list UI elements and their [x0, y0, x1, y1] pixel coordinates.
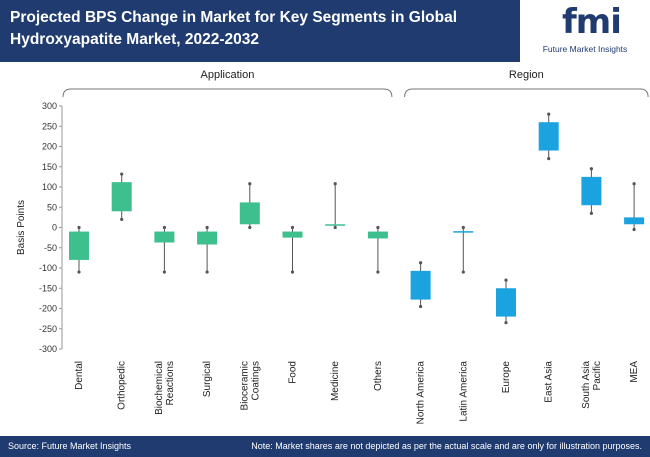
- box-biochemical-reactions: [154, 231, 175, 243]
- whisker-cap-min: [547, 157, 551, 161]
- box-orthopedic: [111, 182, 132, 212]
- whisker-cap-max: [248, 182, 252, 186]
- y-tick-label: 100: [42, 182, 57, 192]
- whisker-cap-min: [632, 227, 636, 232]
- whisker-cap-max: [504, 278, 508, 282]
- box-south-asia-pacific: [581, 176, 602, 206]
- box-mea: [624, 217, 645, 225]
- y-tick-label: -150: [39, 283, 57, 293]
- x-tick-label: Medicine: [330, 361, 341, 401]
- y-tick-label: 0: [52, 223, 57, 233]
- y-tick-label: -300: [39, 344, 57, 354]
- whisker-cap-max: [290, 225, 295, 230]
- whisker-cap-max: [376, 225, 380, 230]
- whisker-cap-min: [504, 321, 508, 325]
- box-north-america: [410, 270, 431, 300]
- y-tick-label: 200: [42, 142, 57, 152]
- x-tick-label: Food: [288, 361, 299, 384]
- whisker-cap-max: [419, 261, 423, 265]
- box-medicine: [325, 224, 346, 226]
- footer-bar: Source: Future Market Insights Note: Mar…: [0, 436, 650, 457]
- box-bioceramic-coatings: [239, 202, 260, 225]
- group-label: Application: [201, 69, 255, 81]
- whisker-cap-max: [589, 167, 594, 171]
- boxplot-chart: 300 250 200 150 100 50 0 -50 -100 -150 -200 -250 -30…: [16, 69, 649, 425]
- y-axis-label: Basis Points: [16, 200, 27, 255]
- source-text: Source: Future Market Insights: [8, 441, 132, 451]
- whisker-cap-max: [77, 225, 81, 230]
- box-others: [367, 231, 388, 239]
- group-label: Region: [509, 69, 544, 81]
- x-tick-label: Latin America: [458, 361, 469, 422]
- whisker-cap-max: [632, 182, 636, 186]
- y-tick-label: 300: [42, 101, 57, 111]
- whisker-cap-min: [376, 270, 380, 274]
- box-food: [282, 231, 303, 238]
- box-east-asia: [538, 122, 559, 151]
- x-tick-label: Reactions: [165, 361, 176, 405]
- whisker-cap-min: [205, 270, 209, 274]
- whisker-cap-min: [419, 304, 423, 309]
- logo-mark: fmi: [562, 2, 622, 42]
- x-tick-label: Dental: [74, 361, 85, 390]
- logo-text: Future Market Insights: [542, 44, 628, 54]
- header-bar: Projected BPS Change in Market for Key S…: [0, 0, 650, 62]
- box-europe: [496, 288, 516, 317]
- group-bracket: [404, 88, 649, 98]
- whisker-cap-max: [547, 112, 551, 116]
- y-tick-label: -250: [39, 324, 57, 334]
- x-tick-label: Others: [373, 361, 384, 391]
- x-tick-label: MEA: [629, 361, 640, 383]
- whisker-cap-max: [333, 182, 337, 186]
- x-tick-label: North America: [416, 361, 427, 425]
- whisker-cap-max: [205, 225, 209, 230]
- y-tick-label: -100: [39, 263, 57, 273]
- chart-title: Projected BPS Change in Market for Key S…: [10, 9, 458, 48]
- x-tick-label: Bioceramic: [239, 361, 250, 410]
- whisker-cap-min: [589, 211, 594, 215]
- box-surgical: [197, 231, 218, 245]
- whisker-cap-min: [77, 270, 81, 274]
- y-tick-label: 50: [47, 202, 57, 212]
- x-tick-label: Pacific: [592, 361, 603, 390]
- whisker-cap-min: [461, 270, 465, 274]
- y-tick-label: 150: [42, 162, 57, 172]
- note-text: Note: Market shares are not depicted as …: [251, 441, 642, 451]
- whisker-cap-max: [162, 225, 166, 230]
- y-tick-label: -200: [39, 304, 57, 314]
- x-tick-label: Coatings: [250, 361, 261, 400]
- x-tick-label: Europe: [501, 361, 512, 394]
- whisker-cap-min: [120, 217, 124, 221]
- whisker-cap-min: [162, 270, 166, 274]
- y-tick-label: 250: [42, 121, 57, 131]
- x-tick-label: East Asia: [544, 361, 555, 403]
- fmi-logo: fmi Future Market Insights: [520, 0, 650, 62]
- whisker-cap-max: [461, 225, 465, 230]
- group-bracket: [62, 88, 393, 98]
- whisker-cap-min: [248, 225, 252, 230]
- x-tick-label: Surgical: [202, 361, 213, 397]
- whisker-cap-max: [120, 172, 124, 176]
- x-tick-label: Orthopedic: [117, 361, 128, 410]
- x-tick-label: South Asia: [581, 361, 592, 409]
- y-tick-label: -50: [44, 243, 57, 253]
- whisker-cap-min: [333, 225, 337, 230]
- x-tick-label: Biochemical: [154, 361, 165, 415]
- whisker-cap-min: [290, 270, 295, 274]
- box-dental: [69, 231, 89, 260]
- box-latin-america: [453, 231, 474, 233]
